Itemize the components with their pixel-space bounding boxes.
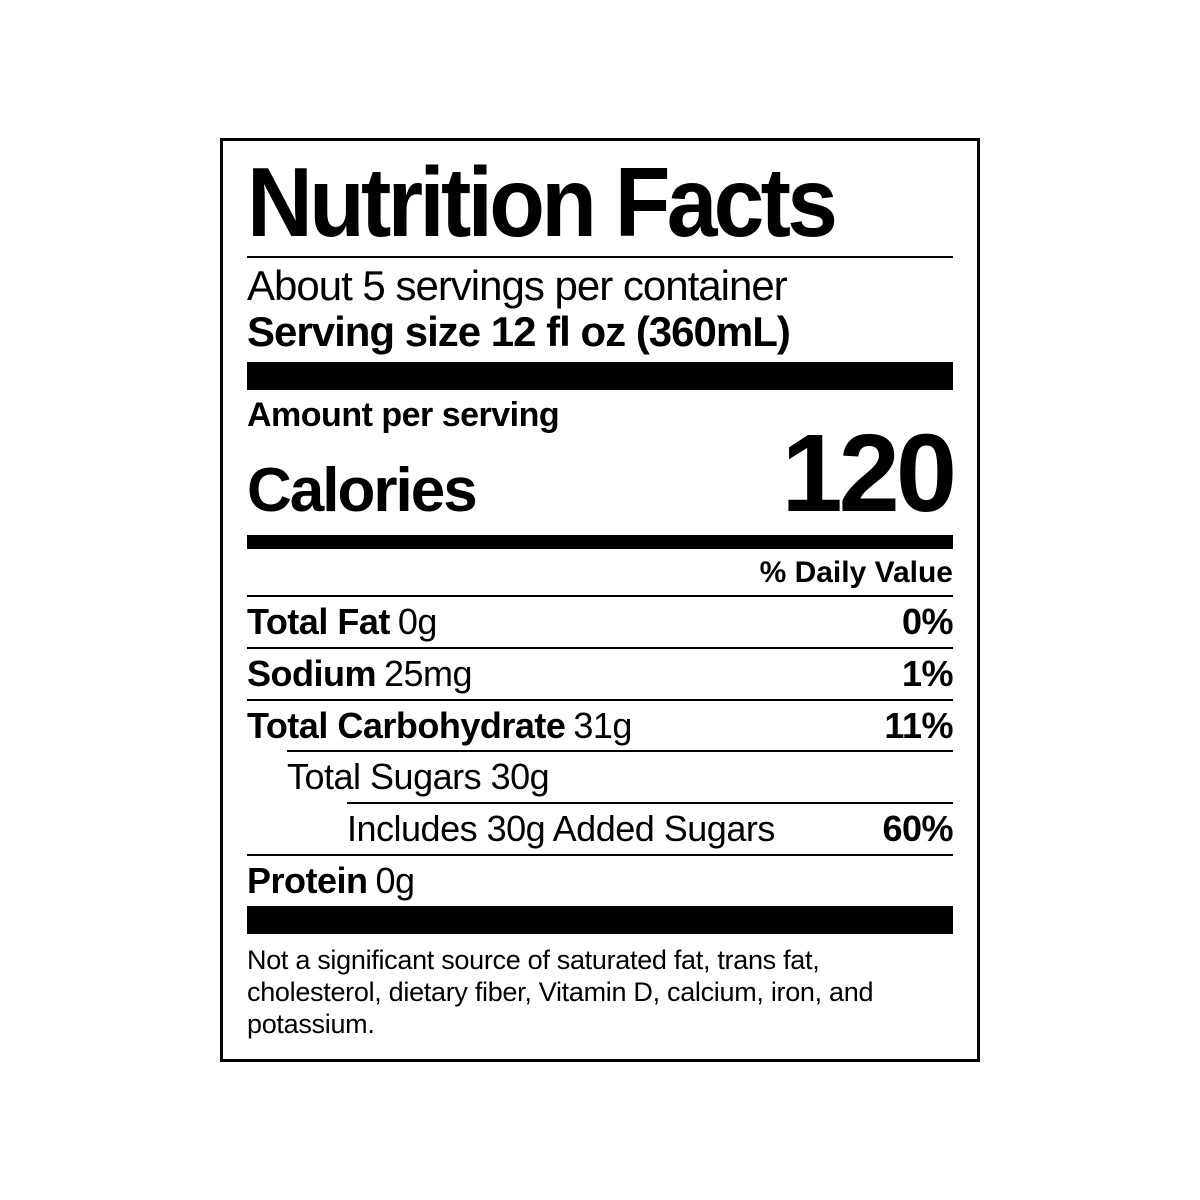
nutrient-row-sodium: Sodium 25mg 1%: [247, 647, 953, 699]
medium-bar: [247, 535, 953, 549]
nutrient-amount: 0g: [376, 862, 415, 900]
nutrient-text: Total Sugars 30g: [247, 758, 549, 796]
nutrient-row-added-sugars: Includes 30g Added Sugars 60%: [247, 804, 953, 854]
nutrient-name: Total Fat: [247, 603, 390, 641]
nutrient-row-total-sugars: Total Sugars 30g: [247, 752, 953, 802]
calories-label: Calories: [247, 458, 476, 523]
nutrient-text: Includes 30g Added Sugars: [247, 810, 775, 848]
nutrient-name: Sodium: [247, 655, 376, 693]
thick-bar: [247, 362, 953, 390]
thick-bar: [247, 906, 953, 934]
nutrient-name: Total Carbohydrate: [247, 707, 565, 745]
nutrient-amount: 25mg: [384, 655, 472, 693]
footnote: Not a significant source of saturated fa…: [247, 934, 953, 1041]
daily-value-header: % Daily Value: [247, 549, 953, 595]
nutrient-row-protein: Protein 0g: [247, 854, 953, 906]
nutrient-dv: 1%: [902, 655, 953, 693]
nutrition-facts-panel: Nutrition Facts About 5 servings per con…: [220, 138, 980, 1062]
nutrient-row-total-carb: Total Carbohydrate 31g 11%: [247, 699, 953, 751]
nutrient-row-total-fat: Total Fat 0g 0%: [247, 595, 953, 647]
nutrient-amount: 31g: [573, 707, 632, 745]
serving-size: Serving size 12 fl oz (360mL): [247, 308, 953, 362]
panel-title: Nutrition Facts: [247, 151, 904, 254]
servings-per-container: About 5 servings per container: [247, 258, 953, 308]
nutrient-dv: 60%: [882, 810, 953, 848]
calories-value: 120: [781, 416, 953, 532]
nutrient-dv: 0%: [902, 603, 953, 641]
nutrient-amount: 0g: [398, 603, 437, 641]
nutrient-dv: 11%: [884, 707, 953, 745]
nutrient-name: Protein: [247, 862, 368, 900]
